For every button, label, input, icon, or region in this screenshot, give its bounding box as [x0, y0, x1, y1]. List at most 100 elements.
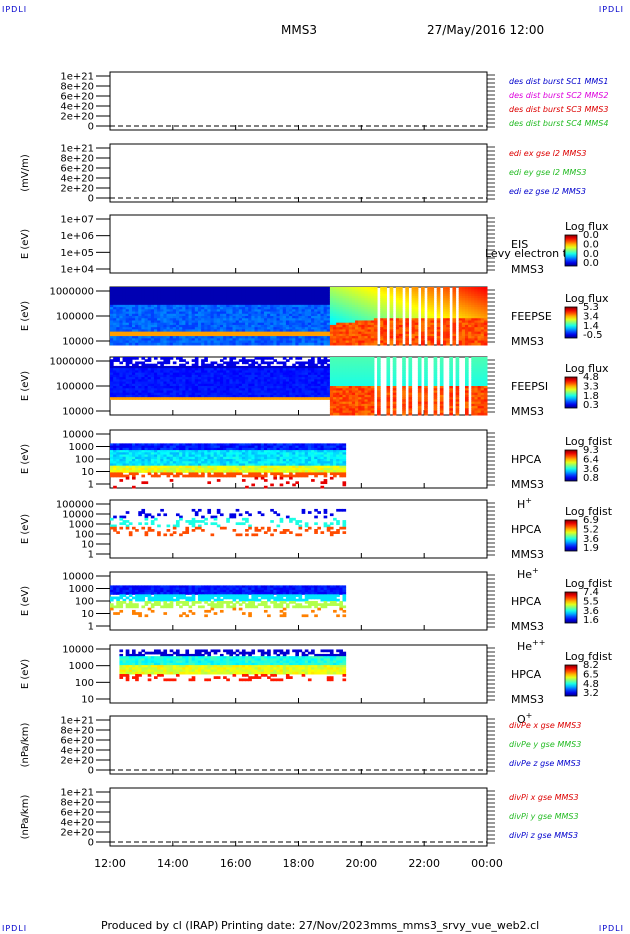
spectrogram-cell — [135, 298, 139, 301]
spectrogram-cell — [248, 363, 252, 367]
spectrogram-cell — [392, 388, 397, 391]
spectrogram-cell — [436, 338, 441, 342]
spectrogram-cell — [245, 293, 249, 297]
spectrogram-cell — [194, 316, 199, 319]
spectrogram-cell — [474, 329, 479, 333]
spectrogram-cell — [188, 388, 193, 391]
spectrogram-cell — [339, 359, 343, 362]
spectrogram-cell — [358, 333, 362, 337]
spectrogram-cell — [289, 340, 293, 344]
spectrogram-cell — [260, 298, 265, 301]
spectrogram-cell — [342, 298, 347, 301]
spectrogram-cell — [311, 320, 315, 324]
spectrogram-cell — [226, 313, 230, 317]
spectrogram-cell — [197, 327, 202, 330]
spectrogram-cell — [113, 370, 117, 374]
spectrogram-cell — [285, 316, 290, 319]
spectrogram-cell — [254, 316, 259, 319]
spectrogram-cell — [333, 318, 337, 321]
y-tick-label: 1e+06 — [60, 231, 94, 242]
spectrogram-cell — [417, 383, 422, 387]
spectrogram-cell — [179, 333, 183, 337]
spectrogram-cell — [147, 340, 152, 344]
spectrogram-cell — [433, 381, 438, 385]
spectrogram-cell — [153, 342, 158, 346]
spectrogram-cell — [480, 293, 485, 297]
spectrogram-cell — [229, 372, 234, 376]
spectrogram-cell — [480, 379, 485, 383]
spectrogram-cell — [276, 340, 281, 344]
spectrogram-cell — [226, 392, 230, 396]
spectrogram-cell — [348, 368, 353, 371]
spectrogram-cell — [219, 307, 224, 310]
spectrogram-cell — [110, 320, 114, 324]
spectrogram-cell — [153, 311, 158, 315]
spectrogram-cell — [483, 289, 488, 292]
spectrogram-cell — [285, 291, 290, 295]
spectrogram-cell — [446, 320, 450, 324]
spectrogram-cell — [207, 374, 212, 378]
spectrogram-cell — [210, 374, 215, 378]
spectrogram-cell — [433, 412, 438, 416]
spectrogram-cell — [461, 333, 466, 337]
spectrogram-cell — [213, 397, 218, 400]
spectrogram-cell — [254, 394, 259, 398]
spectrogram-cell — [436, 342, 441, 346]
spectrogram-cell — [185, 394, 190, 398]
spectrogram-cell — [131, 311, 136, 315]
spectrogram-cell — [182, 370, 186, 374]
spectrogram-cell — [367, 412, 372, 416]
spectrogram-cell — [383, 322, 387, 326]
spectrogram-cell — [295, 372, 299, 376]
spectrogram-cell — [323, 287, 328, 290]
spectrogram-cell — [270, 302, 274, 306]
spectrogram-cell — [216, 304, 221, 308]
spectrogram-cell — [141, 293, 146, 297]
spectrogram-cell — [411, 342, 416, 346]
spectrogram-cell — [116, 322, 120, 326]
spectrogram-cell — [248, 340, 252, 344]
spectrogram-cell — [251, 287, 256, 290]
spectrogram-cell — [163, 316, 168, 319]
spectrogram-cell — [273, 372, 278, 376]
spectrogram-cell — [238, 293, 243, 297]
spectrogram-cell — [150, 392, 155, 396]
spectrogram-cell — [216, 329, 221, 333]
spectrogram-cell — [160, 377, 164, 380]
spectrogram-cell — [433, 408, 438, 412]
spectrogram-cell — [113, 293, 117, 297]
spectrogram-cell — [471, 412, 475, 416]
spectrogram-cell — [461, 313, 466, 317]
spectrogram-cell — [273, 311, 278, 315]
spectrogram-cell — [223, 361, 227, 365]
spectrogram-cell — [232, 320, 237, 324]
spectrogram-cell — [377, 381, 381, 385]
spectrogram-cell — [392, 406, 397, 409]
spectrogram-cell — [348, 324, 353, 328]
spectrogram-cell — [317, 331, 321, 335]
spectrogram-cell — [292, 381, 296, 385]
spectrogram-cell — [339, 336, 343, 339]
spectrogram-cell — [216, 302, 221, 306]
spectrogram-cell — [304, 295, 309, 299]
spectrogram-cell — [342, 403, 347, 407]
spectrogram-cell — [320, 374, 325, 378]
spectrogram-cell — [465, 287, 469, 290]
spectrogram-cell — [163, 372, 168, 376]
spectrogram-cell — [333, 320, 337, 324]
spectrogram-cell — [257, 340, 262, 344]
spectrogram-cell — [166, 324, 171, 328]
spectrogram-cell — [452, 287, 457, 290]
spectrogram-cell — [345, 383, 350, 387]
spectrogram-cell — [229, 316, 234, 319]
spectrogram-cell — [213, 340, 218, 344]
spectrogram-cell — [235, 291, 240, 295]
spectrogram-cell — [336, 342, 340, 346]
spectrogram-cell — [314, 394, 318, 398]
spectrogram-cell — [131, 370, 136, 374]
spectrogram-cell — [370, 293, 375, 297]
spectrogram-cell — [336, 322, 340, 326]
spectrogram-cell — [110, 322, 114, 326]
spectrogram-cell — [185, 289, 190, 292]
